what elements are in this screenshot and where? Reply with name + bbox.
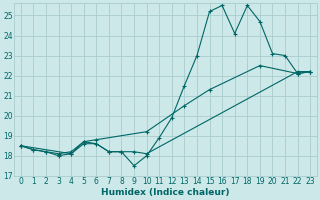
X-axis label: Humidex (Indice chaleur): Humidex (Indice chaleur) [101, 188, 230, 197]
